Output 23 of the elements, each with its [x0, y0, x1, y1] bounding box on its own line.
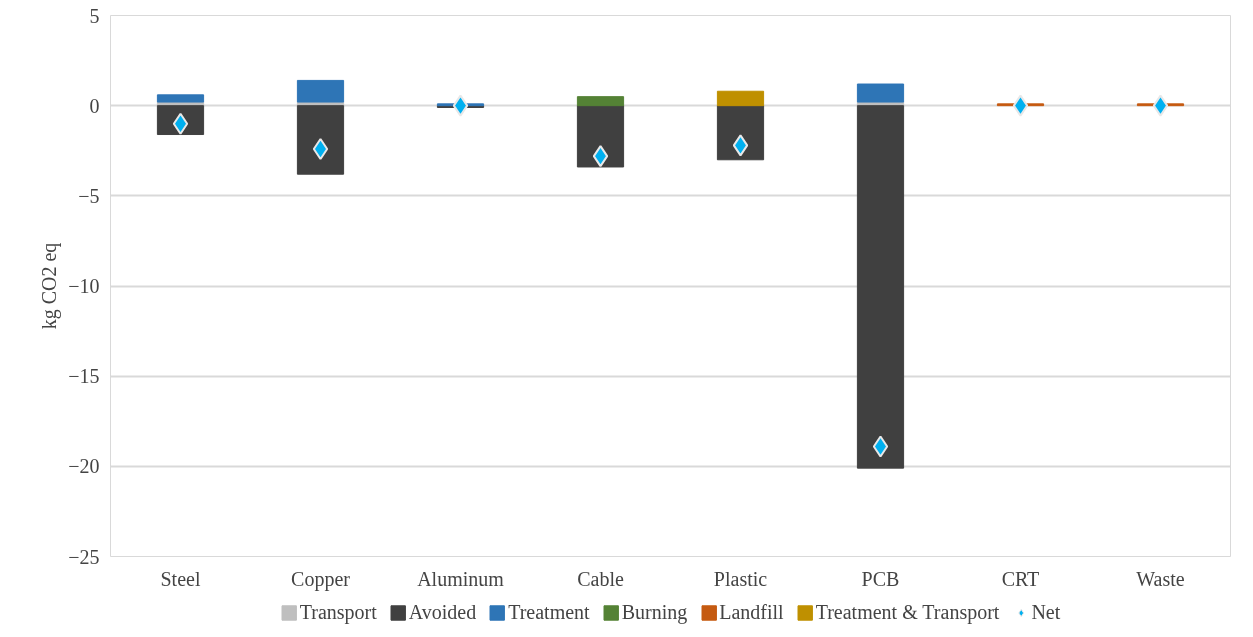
- legend-label: Transport: [299, 600, 377, 624]
- y-tick-label: −5: [78, 184, 100, 207]
- legend-label: Treatment: [508, 600, 590, 624]
- legend-label: Net: [1031, 600, 1061, 624]
- y-tick-label: −25: [68, 545, 100, 568]
- x-tick-label: PCB: [861, 567, 900, 590]
- legend-label: Burning: [621, 600, 688, 624]
- x-tick-label: CRT: [1001, 567, 1040, 590]
- x-tick-label: Copper: [291, 567, 351, 591]
- legend-label: Landfill: [719, 600, 784, 624]
- y-tick-label: 0: [89, 94, 100, 117]
- x-tick-label: Plastic: [713, 567, 768, 590]
- y-tick-label: −20: [68, 455, 100, 478]
- y-tick-label: −15: [68, 365, 100, 388]
- y-tick-label: 5: [89, 4, 100, 27]
- legend-label: Avoided: [408, 600, 477, 624]
- y-tick-label: −10: [68, 275, 100, 297]
- legend-label: Treatment & Transport: [815, 600, 1000, 624]
- y-axis-title: kg CO2 eq: [38, 242, 62, 330]
- x-tick-label: Aluminum: [417, 567, 505, 590]
- x-tick-label: Steel: [160, 567, 201, 590]
- x-tick-label: Cable: [577, 567, 624, 590]
- x-tick-label: Waste: [1136, 567, 1185, 590]
